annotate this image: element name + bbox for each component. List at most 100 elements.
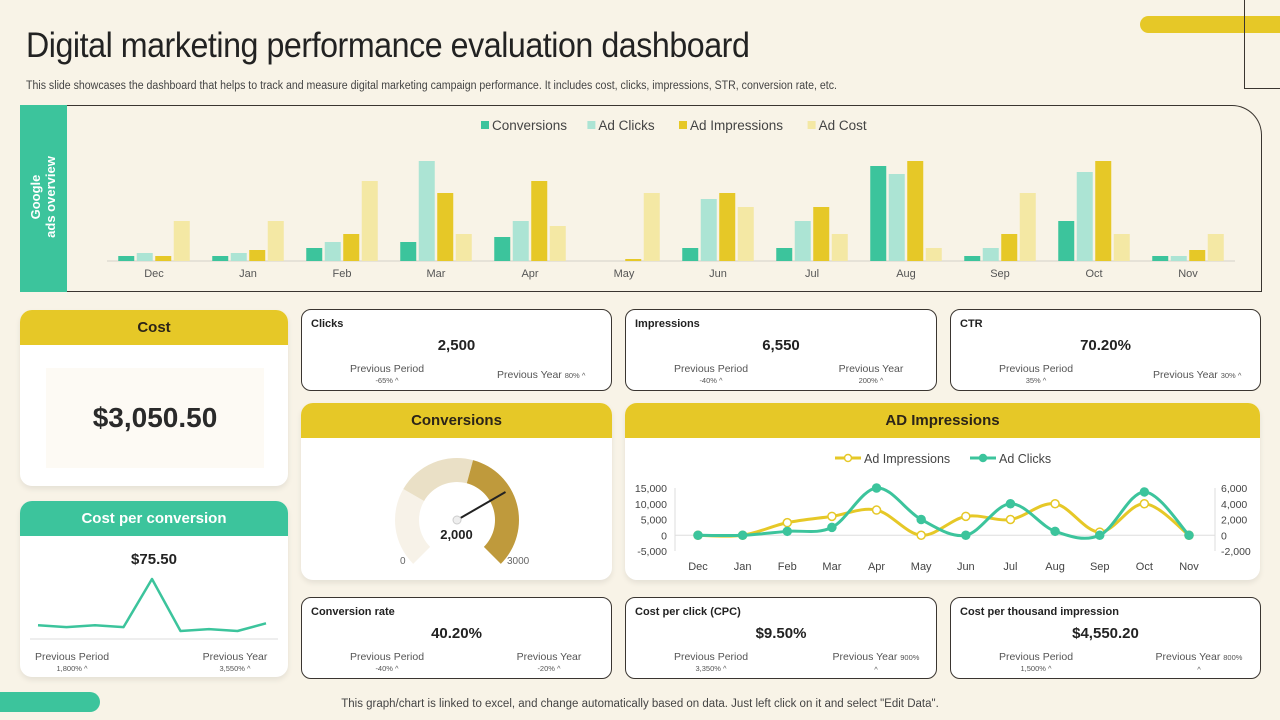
kpi-ctr-title: CTR xyxy=(960,318,983,330)
legend-swatch xyxy=(679,121,687,129)
bar-ad-clicks xyxy=(888,174,905,261)
bar-ad-clicks xyxy=(1076,172,1093,261)
bar-ad-clicks xyxy=(512,221,529,261)
x-tick-label: Apr xyxy=(521,268,538,280)
footer-note: This graph/chart is linked to excel, and… xyxy=(341,698,939,710)
decorative-frame xyxy=(1244,0,1280,89)
data-point-ad-clicks xyxy=(916,514,926,525)
gauge-segment-mid xyxy=(403,458,474,501)
right-tick-label: -2,000 xyxy=(1221,546,1251,558)
google-ads-overview-panel xyxy=(20,105,1262,292)
bar-ad-cost xyxy=(925,248,942,261)
kpi-conversion-rate-title: Conversion rate xyxy=(311,606,395,618)
gauge-needle xyxy=(456,491,506,521)
x-tick-label: Jan xyxy=(734,561,752,573)
kpi-cpc-value: $9.50% xyxy=(755,625,807,642)
x-tick-label: Jul xyxy=(1003,561,1017,573)
prev-period-label: Previous Period xyxy=(998,363,1074,375)
side-label-line1: Google xyxy=(28,174,43,220)
bar-ad-cost xyxy=(643,193,660,261)
prev-period-value: -65% ^ xyxy=(375,376,399,385)
kpi-cpm-prev-year: Previous Year 800% ^ xyxy=(1149,651,1249,676)
bar-ad-cost xyxy=(737,207,754,261)
google-ads-bar-chart[interactable]: Conversions Ad Clicks Ad Impressions Ad Cos… xyxy=(67,106,1257,290)
data-point-ad-impressions xyxy=(1139,499,1150,509)
x-tick-label: Nov xyxy=(1179,561,1199,573)
decorative-yellow-bar xyxy=(1140,16,1280,33)
cost-per-conversion-value: $75.50 xyxy=(131,551,177,568)
data-point-ad-clicks xyxy=(827,522,837,533)
legend-label: Ad Impressions xyxy=(690,118,783,133)
left-tick-label: 5,000 xyxy=(641,515,667,527)
prev-year-value: 800% xyxy=(1223,653,1243,662)
prev-year-value: 30% ^ xyxy=(1220,371,1242,380)
cost-per-conversion-title: Cost per conversion xyxy=(20,501,288,536)
series-line-ad-clicks xyxy=(697,486,1191,540)
bar-ad-clicks xyxy=(230,253,247,261)
data-point-ad-clicks xyxy=(737,530,748,540)
bar-ad-clicks xyxy=(324,242,341,261)
cpc-prev-year-value: 3,550% ^ xyxy=(219,664,251,673)
bar-ad-clicks xyxy=(794,221,811,261)
gauge-segment-low xyxy=(395,489,431,564)
bar-ad-impressions xyxy=(1001,234,1018,261)
bar-conversions xyxy=(1152,256,1169,261)
x-tick-label: Nov xyxy=(1178,268,1198,280)
x-tick-label: Oct xyxy=(1136,561,1153,573)
data-point-ad-clicks xyxy=(1184,530,1194,540)
legend-label: Ad Clicks xyxy=(999,452,1051,466)
prev-year-value: 200% ^ xyxy=(858,376,884,385)
prev-year-caret: ^ xyxy=(874,665,878,674)
data-point-ad-clicks xyxy=(871,483,882,493)
data-point-ad-impressions xyxy=(1005,514,1016,525)
kpi-conversion-rate-value: 40.20% xyxy=(431,625,482,642)
kpi-conversion-rate-prev-period: Previous Period -40% ^ xyxy=(342,651,432,675)
bar-ad-clicks xyxy=(982,248,999,261)
x-tick-label: Jun xyxy=(709,268,727,280)
bar-ad-cost xyxy=(549,226,566,261)
kpi-clicks: Clicks 2,500 Previous Period -65% ^ Prev… xyxy=(301,309,612,391)
prev-period-label: Previous Period xyxy=(349,651,425,663)
x-tick-label: Mar xyxy=(427,268,446,280)
gauge-min-label: 0 xyxy=(400,556,406,567)
kpi-ctr-value: 70.20% xyxy=(1080,337,1131,354)
cost-card-title: Cost xyxy=(20,310,288,345)
prev-year-label: Previous Year xyxy=(497,369,562,381)
bar-ad-impressions xyxy=(1189,250,1206,261)
prev-year-label: Previous Year xyxy=(1153,369,1218,381)
prev-period-value: 1,500% ^ xyxy=(1020,664,1052,673)
kpi-cpm: Cost per thousand impression $4,550.20 P… xyxy=(950,597,1261,679)
kpi-conversion-rate-prev-year: Previous Year -20% ^ xyxy=(504,651,594,675)
data-point-ad-clicks xyxy=(961,530,971,540)
data-point-ad-clicks xyxy=(1139,487,1150,497)
bar-ad-cost xyxy=(1207,234,1224,261)
x-tick-label: Sep xyxy=(990,268,1010,280)
gauge-needle-hub xyxy=(452,515,462,525)
x-tick-label: Feb xyxy=(333,268,352,280)
prev-year-label: Previous Year xyxy=(838,363,904,375)
bar-ad-clicks xyxy=(136,253,153,261)
right-tick-label: 0 xyxy=(1221,530,1227,542)
bar-ad-impressions xyxy=(155,256,172,261)
bar-ad-impressions xyxy=(1095,161,1112,261)
prev-year-label: Previous Year xyxy=(1155,651,1221,663)
bar-conversions xyxy=(212,256,229,261)
ad-impressions-card-title: AD Impressions xyxy=(625,403,1260,438)
x-tick-label: Dec xyxy=(144,268,164,280)
bar-conversions xyxy=(306,248,323,261)
bar-ad-clicks xyxy=(700,199,717,261)
prev-period-label: Previous Period xyxy=(349,363,425,375)
kpi-impressions-title: Impressions xyxy=(635,318,700,330)
bar-ad-clicks xyxy=(418,161,435,261)
prev-period-label: Previous Period xyxy=(673,651,749,663)
ad-impressions-line-chart[interactable]: Ad Impressions Ad Clicks 15,000 10,000 5,000… xyxy=(625,438,1260,580)
cpc-prev-year: Previous Year 3,550% ^ xyxy=(200,651,270,675)
bar-ad-clicks xyxy=(1170,256,1187,261)
bar-conversions xyxy=(964,256,981,261)
prev-period-label: Previous Period xyxy=(673,363,749,375)
bar-ad-cost xyxy=(831,234,848,261)
legend-marker xyxy=(843,453,853,463)
legend-label: Ad Cost xyxy=(819,118,867,133)
left-tick-label: -5,000 xyxy=(637,546,667,558)
data-point-ad-impressions xyxy=(782,517,793,528)
